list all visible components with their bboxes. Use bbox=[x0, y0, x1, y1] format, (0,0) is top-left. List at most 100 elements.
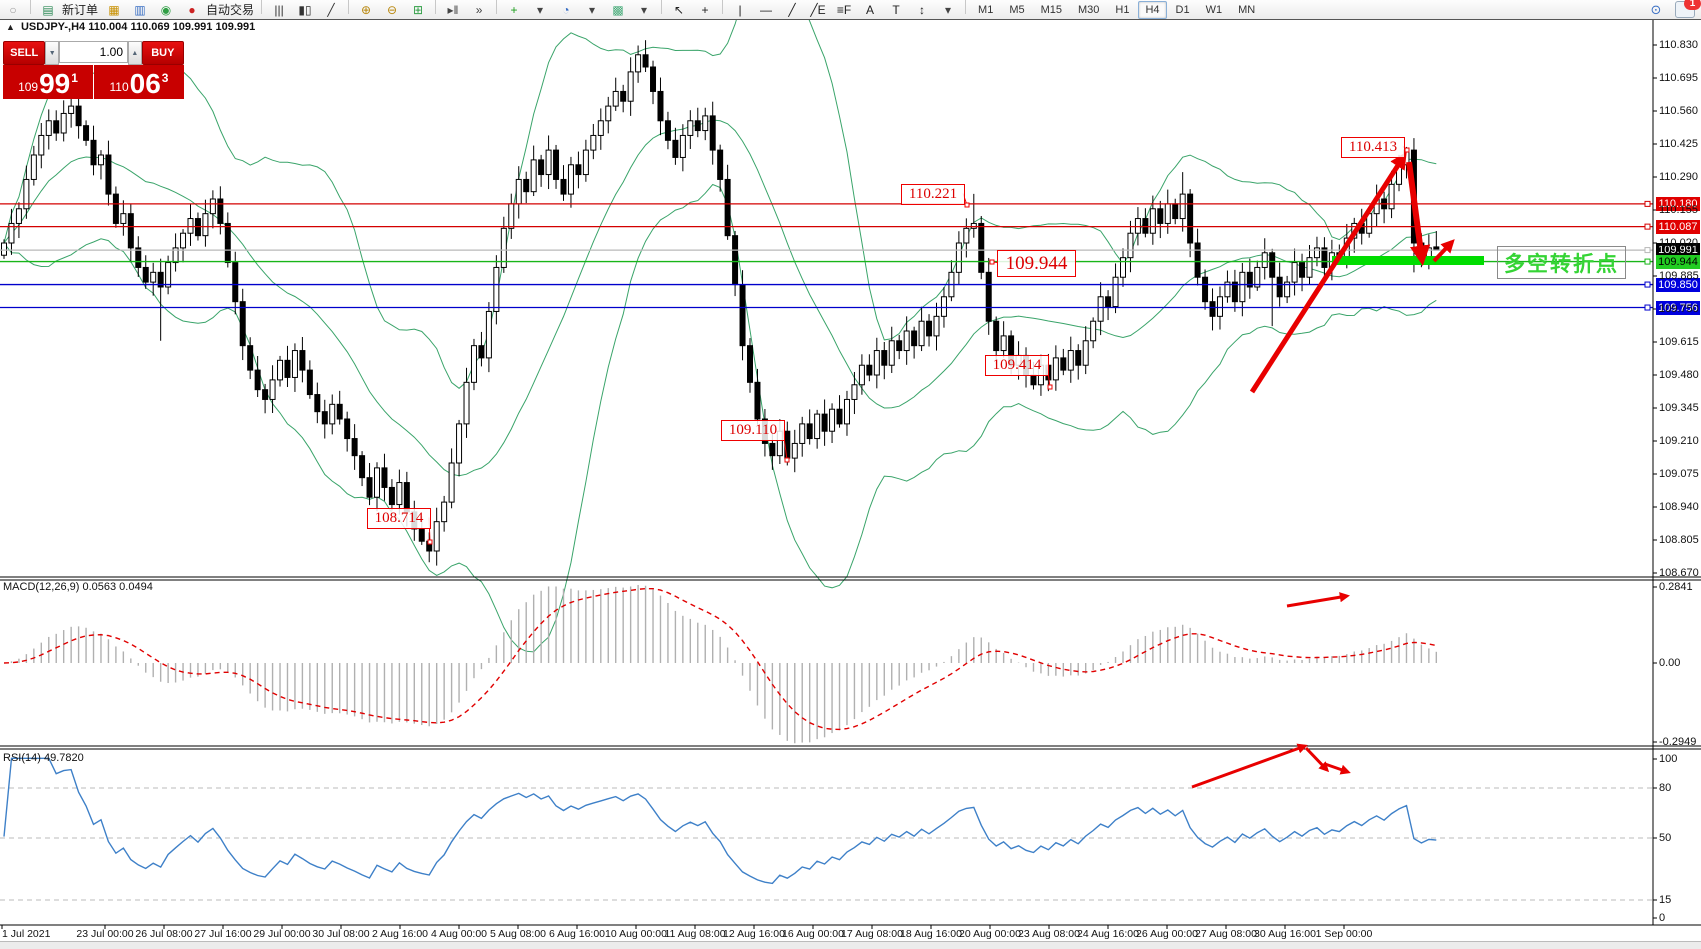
zoom-out-icon[interactable]: ⊖ bbox=[387, 2, 398, 17]
zoom-in-icon[interactable]: ⊕ bbox=[361, 2, 372, 17]
arrows-tool-icon[interactable]: ↕ bbox=[919, 2, 926, 17]
line-chart-icon[interactable]: ╱ bbox=[327, 2, 335, 17]
trendline-icon[interactable]: ╱ bbox=[788, 2, 796, 17]
trend-arrow[interactable] bbox=[1249, 151, 1407, 394]
time-axis-label[interactable]: 20 Aug 00:00 bbox=[959, 928, 1021, 940]
time-axis-label[interactable]: 23 Jul 00:00 bbox=[76, 928, 134, 940]
vertical-line-icon[interactable]: | bbox=[738, 2, 742, 17]
trend-arrow[interactable] bbox=[1432, 239, 1455, 263]
chart-shift-icon[interactable]: ▸‖ bbox=[447, 2, 459, 17]
cursor-icon[interactable]: ↖ bbox=[674, 2, 685, 17]
timeframe-button-m15[interactable]: M15 bbox=[1040, 3, 1062, 16]
time-axis-label[interactable]: 4 Aug 00:00 bbox=[430, 928, 488, 940]
timeframe-button-w1[interactable]: W1 bbox=[1205, 3, 1223, 16]
time-axis-label[interactable]: 2 Aug 16:00 bbox=[371, 928, 429, 940]
timeframe-button-m1[interactable]: M1 bbox=[978, 3, 994, 16]
time-axis-label[interactable]: 24 Aug 16:00 bbox=[1077, 928, 1139, 940]
fibonacci-icon[interactable]: ≡F bbox=[836, 2, 852, 17]
bull-candle bbox=[1179, 193, 1186, 220]
time-axis-label[interactable]: 1 Jul 2021 bbox=[2, 928, 51, 940]
time-axis-label[interactable]: 1 Sep 00:00 bbox=[1315, 928, 1373, 940]
dropdown-arrow-icon[interactable]: ▾ bbox=[589, 2, 596, 17]
collapse-trade-panel-icon[interactable]: ▲ bbox=[6, 22, 15, 32]
chart-profiles-icon[interactable]: ▦ bbox=[108, 2, 120, 17]
data-window-icon[interactable]: ◉ bbox=[160, 2, 172, 17]
bear-candle bbox=[232, 262, 239, 303]
time-axis-label[interactable]: 10 Aug 00:00 bbox=[605, 928, 667, 940]
time-axis-label[interactable]: 12 Aug 16:00 bbox=[723, 928, 785, 940]
text-icon[interactable]: A bbox=[866, 2, 875, 17]
timeframe-button-d1[interactable]: D1 bbox=[1175, 3, 1190, 16]
bear-candle bbox=[657, 90, 664, 122]
new-order-label[interactable]: 新订单 bbox=[62, 2, 99, 17]
chat-icon[interactable]: 1 bbox=[1675, 0, 1701, 18]
bear-candle bbox=[978, 222, 985, 273]
templates-icon[interactable]: ▩ bbox=[612, 2, 624, 17]
trend-arrow[interactable] bbox=[1406, 161, 1431, 266]
time-axis-label[interactable]: 29 Jul 00:00 bbox=[253, 928, 311, 940]
time-axis-label[interactable]: 26 Aug 00:00 bbox=[1136, 928, 1198, 940]
price-callout-109.110[interactable]: 109.110 bbox=[721, 420, 785, 441]
rsi-arrow[interactable] bbox=[1191, 743, 1308, 789]
rsi-arrow[interactable] bbox=[1324, 762, 1351, 775]
time-axis-label[interactable]: 6 Aug 16:00 bbox=[548, 928, 606, 940]
volume-increase-button[interactable]: ▲ bbox=[128, 41, 142, 65]
price-callout-110.413[interactable]: 110.413 bbox=[1341, 137, 1405, 158]
sell-price[interactable]: 109 99 1 bbox=[3, 65, 93, 99]
volume-input[interactable] bbox=[59, 41, 128, 63]
candlestick-chart-icon[interactable]: ▮▯ bbox=[298, 2, 312, 17]
time-axis-label[interactable]: 30 Aug 16:00 bbox=[1254, 928, 1316, 940]
pivot-annotation[interactable]: 多空转折点 bbox=[1497, 246, 1626, 279]
dropdown-arrow-icon[interactable]: ▾ bbox=[945, 2, 952, 17]
timeframe-button-h4[interactable]: H4 bbox=[1138, 0, 1167, 19]
auto-scroll-icon[interactable]: » bbox=[475, 2, 483, 17]
dropdown-arrow-icon[interactable]: ▾ bbox=[641, 2, 648, 17]
bull-candle bbox=[1224, 281, 1231, 298]
time-axis-label[interactable]: 30 Jul 08:00 bbox=[312, 928, 370, 940]
tile-windows-icon[interactable]: ⊞ bbox=[413, 2, 424, 17]
buy-button[interactable]: BUY bbox=[141, 41, 184, 65]
price-callout-108.714[interactable]: 108.714 bbox=[367, 508, 431, 529]
autotrading-icon[interactable]: ● bbox=[188, 2, 196, 17]
time-axis-label[interactable]: 17 Aug 08:00 bbox=[841, 928, 903, 940]
channel-icon[interactable]: ╱E bbox=[810, 2, 826, 17]
bull-candle bbox=[627, 71, 634, 102]
time-axis-label[interactable]: 11 Aug 08:00 bbox=[664, 928, 726, 940]
crosshair-icon[interactable]: + bbox=[701, 2, 709, 17]
time-axis-label[interactable]: 26 Jul 08:00 bbox=[135, 928, 193, 940]
timeframe-button-mn[interactable]: MN bbox=[1238, 3, 1256, 16]
bull-candle bbox=[493, 266, 500, 312]
time-axis-label[interactable]: 27 Jul 16:00 bbox=[194, 928, 252, 940]
timeframe-button-m30[interactable]: M30 bbox=[1078, 3, 1100, 16]
new-order-icon[interactable]: ▤ bbox=[42, 2, 54, 17]
partial-icon[interactable]: ○ bbox=[9, 2, 17, 17]
timeframe-button-m5[interactable]: M5 bbox=[1009, 3, 1025, 16]
sell-button[interactable]: SELL bbox=[3, 41, 46, 65]
volume-decrease-button[interactable]: ▼ bbox=[45, 41, 59, 65]
time-axis-label[interactable]: 5 Aug 08:00 bbox=[489, 928, 547, 940]
indicators-icon[interactable]: + bbox=[510, 2, 518, 17]
price-callout-110.221[interactable]: 110.221 bbox=[901, 184, 965, 205]
time-axis-label[interactable]: 16 Aug 00:00 bbox=[782, 928, 844, 940]
periods-icon[interactable]: ◔ bbox=[562, 2, 570, 17]
time-axis-label[interactable]: 18 Aug 16:00 bbox=[900, 928, 962, 940]
rsi-arrow[interactable] bbox=[1304, 746, 1330, 773]
bar-chart-icon[interactable]: ||| bbox=[274, 2, 284, 17]
bull-candle bbox=[1000, 335, 1007, 352]
search-icon[interactable]: ⊙ bbox=[1650, 2, 1662, 17]
horizontal-line-icon[interactable]: — bbox=[760, 2, 773, 17]
price-callout-109.414[interactable]: 109.414 bbox=[985, 355, 1049, 376]
dropdown-arrow-icon[interactable]: ▾ bbox=[537, 2, 544, 17]
text-label-icon[interactable]: T bbox=[892, 2, 900, 17]
support-band[interactable] bbox=[1332, 256, 1484, 265]
timeframe-button-h1[interactable]: H1 bbox=[1115, 3, 1130, 16]
market-watch-icon[interactable]: ▥ bbox=[134, 2, 146, 17]
time-axis-label[interactable]: 23 Aug 08:00 bbox=[1018, 928, 1080, 940]
autotrading-label[interactable]: 自动交易 bbox=[206, 2, 255, 17]
macd-arrow[interactable] bbox=[1286, 592, 1350, 608]
bull-candle bbox=[1052, 357, 1059, 381]
price-callout-109.944[interactable]: 109.944 bbox=[997, 250, 1076, 277]
buy-price[interactable]: 110 06 3 bbox=[94, 65, 184, 99]
time-axis-label[interactable]: 27 Aug 08:00 bbox=[1195, 928, 1257, 940]
